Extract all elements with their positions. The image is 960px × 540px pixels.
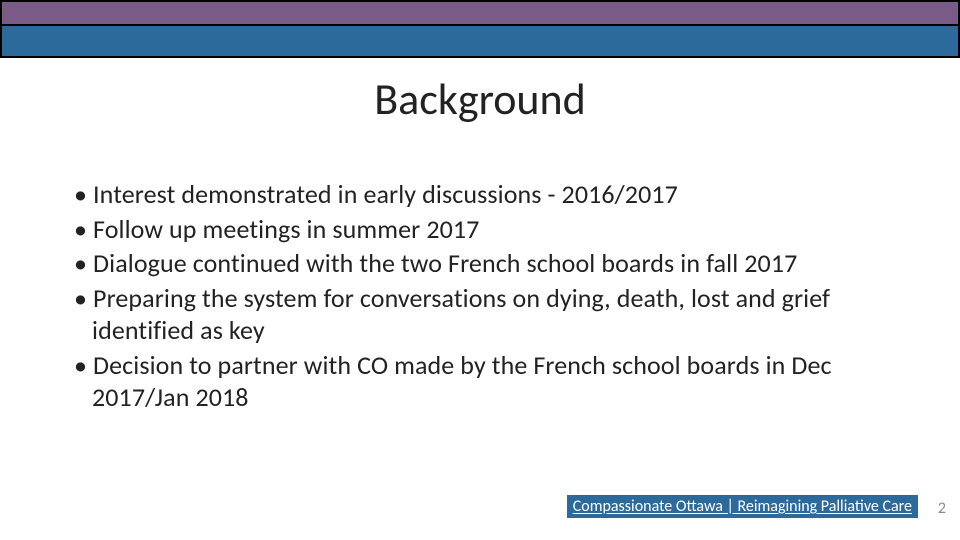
header-bar-purple [0,0,960,24]
list-item: Decision to partner with CO made by the … [70,349,890,414]
list-item: Preparing the system for conversations o… [70,282,890,347]
header-bar-blue [0,24,960,58]
page-number: 2 [938,499,946,518]
header-bars [0,0,960,58]
slide: Background Interest demonstrated in earl… [0,0,960,540]
slide-title: Background [0,72,960,126]
bullet-list: Interest demonstrated in early discussio… [70,178,890,414]
slide-content: Interest demonstrated in early discussio… [70,178,890,416]
list-item: Interest demonstrated in early discussio… [70,178,890,211]
list-item: Dialogue continued with the two French s… [70,247,890,280]
footer-label: Compassionate Ottawa | Reimagining Palli… [567,495,918,518]
list-item: Follow up meetings in summer 2017 [70,213,890,246]
